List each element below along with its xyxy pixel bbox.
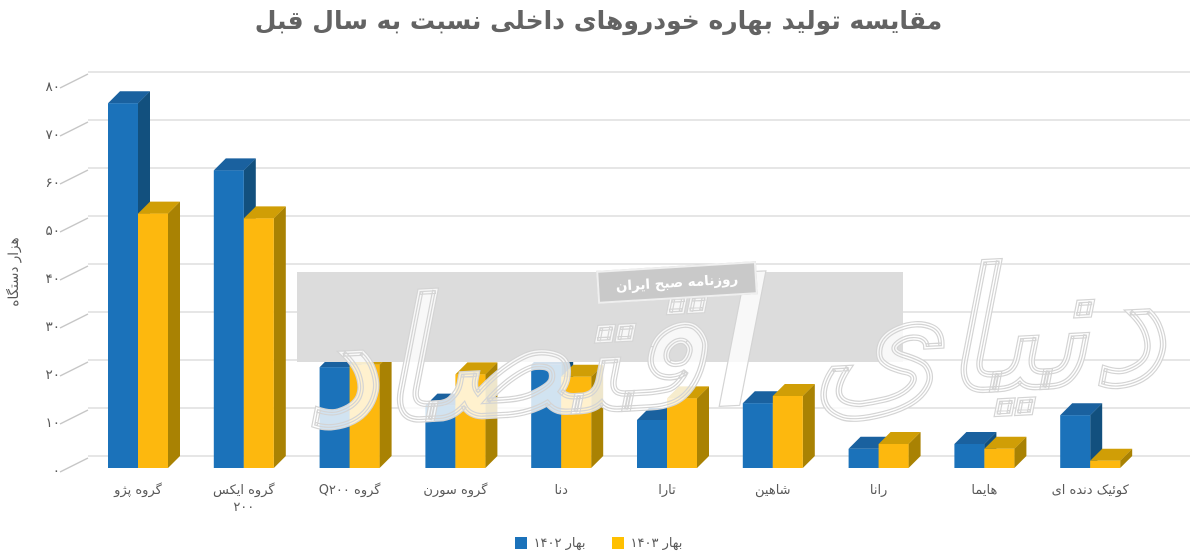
bar-top-1403 [984,436,1027,449]
x-category-label: کوئیک دنده ای [1051,483,1129,498]
x-category-label: گروه Q۲۰۰ [318,483,381,498]
y-tick-label: ۸۰ [45,79,60,95]
y-tick-label: ۶۰ [45,175,60,191]
y-tick-label: ۰ [52,463,60,479]
bar-1402 [108,103,138,468]
bar-1403 [667,398,697,468]
bar-1403 [772,396,803,468]
bar-1402 [954,444,985,468]
bar-side-1403 [273,206,286,468]
bar-1403 [243,218,274,468]
bar-1403 [878,444,909,468]
y-tick-label: ۲۰ [45,367,60,383]
chart-legend: بهار ۱۴۰۲ بهار ۱۴۰۳ [0,533,1197,553]
bar-1403 [1090,460,1121,468]
y-axis-tick-mark [59,169,89,185]
x-category-label: دنا [554,483,568,498]
x-category-label: شاهین [755,483,791,498]
y-axis-tick-mark [59,265,89,281]
y-axis-tick-mark [59,409,89,425]
bar-1403 [455,374,486,468]
x-category-label: رانا [869,483,888,498]
y-axis-tick-mark [59,313,89,329]
bars-group [108,91,1133,468]
x-category-label: گروه ایکس ۲۰۰ [213,483,275,515]
legend-item-1403: بهار ۱۴۰۳ [611,535,683,551]
legend-label-1402: بهار ۱۴۰۲ [533,535,586,551]
bar-1403 [349,364,380,468]
bar-side-1403 [802,384,815,468]
legend-label-1403: بهار ۱۴۰۳ [630,535,683,551]
y-tick-label: ۴۰ [45,271,60,287]
bar-side-1403 [697,386,709,468]
y-axis-tick-mark [59,457,89,473]
bar-1403 [561,376,592,468]
bar-top-1403 [772,384,815,396]
y-tick-label: ۳۰ [45,319,60,335]
legend-swatch-1403-icon [611,537,624,549]
bar-top-1402 [213,158,256,171]
bar-side-1403 [1120,448,1133,468]
bar-top-1403 [455,362,498,375]
bar-1402 [213,170,244,468]
bar-top-1402 [1060,403,1103,416]
bar-top-1402 [108,91,150,104]
y-tick-label: ۱۰ [45,415,60,431]
legend-swatch-1402-icon [514,537,527,549]
y-tick-label: ۵۰ [45,223,60,239]
bar-side-1403 [379,352,392,468]
bar-1402 [1060,415,1091,468]
y-axis-tick-mark [59,121,89,137]
y-axis-tick-mark [59,217,89,233]
bar-side-1403 [485,362,498,468]
chart-title: مقایسه تولید بهاره خودروهای داخلی نسبت ب… [254,6,943,35]
bar-top-1402 [954,432,997,444]
bar-side-1403 [591,364,604,468]
bar-top-1403 [138,201,180,214]
legend-item-1402: بهار ۱۴۰۲ [514,535,586,551]
bar-top-1403 [1090,448,1133,461]
x-category-label: تارا [658,483,676,498]
x-category-label: گروه پژو [114,483,162,498]
bar-side-1403 [1014,436,1027,468]
bar-1402 [848,448,879,468]
y-axis-tick-mark [59,73,89,89]
bar-side-1403 [168,201,180,468]
y-tick-label: ۷۰ [45,127,60,143]
watermark-logo-text: دنیای اقتصاد [296,224,1171,465]
bar-1402 [319,367,350,468]
bar-1402 [531,364,562,468]
y-axis-tick-mark [59,361,89,377]
watermark-stamp-text: روزنامه صبح ایران [615,270,739,295]
bar-1402 [742,403,773,468]
x-category-label: گروه سورن [423,483,488,498]
bar-top-1403 [561,364,604,377]
bar-1402 [425,405,456,468]
bar-1403 [138,213,168,468]
bar-1403 [984,448,1015,468]
x-category-label: هایما [971,483,998,498]
bar-top-1403 [243,206,286,219]
bar-top-1403 [878,432,921,444]
bar-top-1403 [667,386,709,399]
bar-1402 [637,420,667,468]
